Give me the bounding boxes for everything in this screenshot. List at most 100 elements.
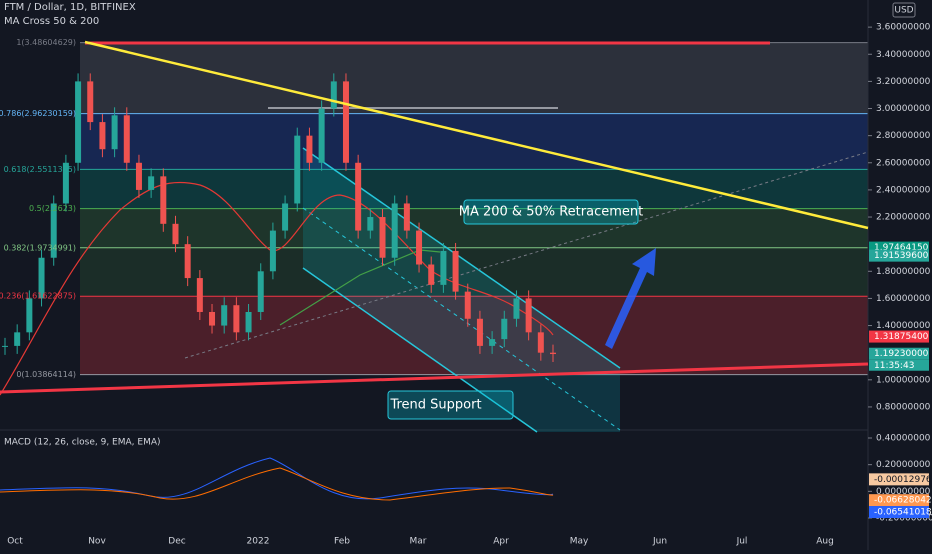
- y-tick-label: 2.80000000: [876, 131, 931, 141]
- candle: [525, 298, 532, 333]
- fib-bands: [80, 42, 868, 376]
- symbol: FTM / Dollar, 1D, BITFINEX: [4, 2, 136, 13]
- annotation: Trend Support: [389, 398, 481, 413]
- candle: [184, 244, 191, 279]
- price-tag-label: 1.91539600: [874, 251, 929, 261]
- candle: [269, 230, 276, 272]
- annotation-box: [387, 390, 514, 420]
- downtrend-line: [84, 40, 869, 230]
- x-tick-label: Nov: [88, 537, 106, 547]
- fib-band: [80, 42, 868, 114]
- candle: [550, 352, 556, 355]
- candle: [403, 203, 410, 231]
- candle: [2, 345, 8, 347]
- candle: [476, 318, 483, 346]
- y-tick-label: 2.60000000: [876, 158, 931, 168]
- arrow: [605, 248, 656, 349]
- y-tick-label: 1.60000000: [876, 294, 931, 304]
- fib-label: 0.5(2.2623): [29, 204, 76, 213]
- annotation-box: [463, 199, 639, 225]
- candle: [257, 271, 264, 312]
- y-tick-label: 1.80000000: [876, 267, 931, 277]
- x-tick-label: Jun: [652, 537, 667, 547]
- price-tag: [869, 494, 929, 507]
- fib-label: 0.786(2.96230159): [0, 109, 76, 118]
- price-axis: [868, 0, 932, 550]
- x-tick-label: Aug: [816, 537, 834, 547]
- candle: [282, 203, 289, 231]
- y-tick-label: 0.20000000: [876, 460, 931, 470]
- candle: [99, 122, 106, 150]
- candle: [379, 217, 386, 258]
- fib-band: [80, 113, 868, 170]
- y-tick-label: 3.60000000: [876, 23, 931, 33]
- candle: [452, 250, 459, 292]
- price-tag-label: 1.97464150: [874, 243, 929, 253]
- price-tag-label: 1.19230000: [874, 349, 929, 359]
- currency-box: [892, 2, 916, 18]
- x-tick-label: May: [570, 537, 589, 547]
- y-tick-label: 0.40000000: [876, 434, 931, 444]
- candle: [26, 298, 33, 333]
- candle: [513, 298, 520, 319]
- candle: [233, 305, 240, 333]
- candle: [75, 81, 82, 163]
- candle: [306, 135, 313, 163]
- candle: [537, 332, 544, 353]
- candle: [221, 305, 228, 326]
- candle: [123, 115, 130, 163]
- candle: [428, 264, 435, 285]
- price-tag: [869, 473, 929, 486]
- candle: [440, 250, 447, 285]
- y-tick-label: 3.20000000: [876, 77, 931, 87]
- y-tick-label: 3.00000000: [876, 104, 931, 114]
- candles: [2, 73, 556, 363]
- y-tick-label: 0.80000000: [876, 402, 931, 412]
- price-tag-label: -0.06628042: [874, 496, 932, 506]
- x-tick-label: Feb: [334, 537, 350, 547]
- ma-line: [0, 181, 554, 396]
- fib-label: 0.382(1.9734991): [4, 243, 76, 252]
- dashed-trend: [184, 151, 869, 359]
- x-tick-label: Oct: [7, 537, 23, 547]
- fib-band: [80, 296, 868, 375]
- currency: USD: [894, 6, 913, 16]
- candle: [209, 311, 216, 326]
- y-tick-label: 0.00000000: [876, 487, 931, 497]
- candle: [416, 230, 423, 265]
- y-tick-label: 2.40000000: [876, 185, 931, 195]
- price-tag: [869, 347, 929, 360]
- candle: [172, 223, 179, 245]
- channel-bottom: [302, 267, 538, 433]
- x-tick-label: Dec: [168, 537, 185, 547]
- candle: [318, 108, 325, 163]
- price-tag: [869, 249, 929, 262]
- x-tick-label: Mar: [410, 537, 427, 547]
- x-tick-label: 2022: [247, 537, 270, 547]
- macd-title: MACD (12, 26, close, 9, EMA, EMA): [4, 438, 161, 448]
- y-tick-label: 3.40000000: [876, 50, 931, 60]
- candle: [342, 81, 349, 163]
- candle: [464, 291, 471, 319]
- price-tag-label: -0.06541018: [874, 508, 932, 518]
- x-tick-label: Jul: [736, 537, 748, 547]
- candle: [367, 217, 374, 231]
- channel-mid: [302, 207, 621, 431]
- price-tag: [869, 330, 929, 343]
- y-tick-label: 2.20000000: [876, 213, 931, 223]
- candle: [501, 318, 508, 340]
- candle: [62, 162, 69, 204]
- fib-label: 0(1.03864114): [16, 370, 76, 379]
- y-tick-label: 1.40000000: [876, 321, 931, 331]
- price-tag: [869, 506, 929, 519]
- fib-label: 1(3.48604629): [16, 38, 76, 47]
- price-tag-label: -0.00012976: [874, 475, 932, 485]
- countdown-box: [869, 359, 929, 371]
- countdown: 11:35:43: [874, 361, 914, 371]
- candle: [148, 176, 155, 190]
- candle: [294, 135, 301, 204]
- candle: [14, 332, 21, 346]
- candle: [87, 81, 94, 123]
- candle: [489, 339, 496, 346]
- candle: [160, 176, 167, 224]
